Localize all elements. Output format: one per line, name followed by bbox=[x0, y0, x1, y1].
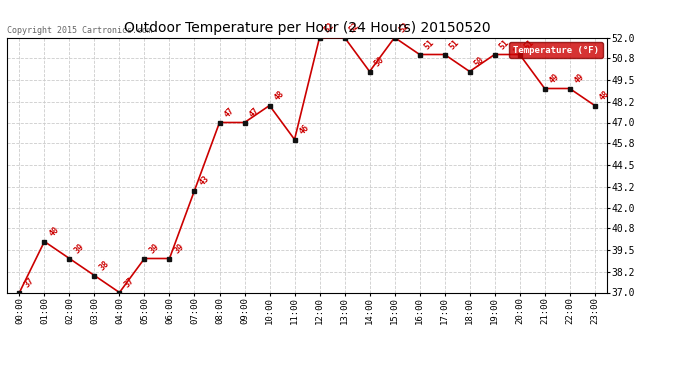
Text: 37: 37 bbox=[122, 276, 136, 290]
Text: 47: 47 bbox=[247, 106, 261, 120]
Text: 50: 50 bbox=[473, 55, 486, 69]
Text: 47: 47 bbox=[222, 106, 236, 120]
Text: 43: 43 bbox=[197, 174, 210, 188]
Text: 50: 50 bbox=[373, 55, 386, 69]
Text: 48: 48 bbox=[273, 89, 286, 103]
Text: 39: 39 bbox=[147, 242, 161, 256]
Text: 49: 49 bbox=[547, 72, 561, 86]
Text: 49: 49 bbox=[573, 72, 586, 86]
Text: 52: 52 bbox=[347, 21, 361, 35]
Text: Copyright 2015 Cartronics.com: Copyright 2015 Cartronics.com bbox=[7, 26, 152, 35]
Text: 37: 37 bbox=[22, 276, 36, 290]
Text: 40: 40 bbox=[47, 225, 61, 239]
Text: 48: 48 bbox=[598, 89, 611, 103]
Text: 38: 38 bbox=[97, 259, 110, 273]
Text: 51: 51 bbox=[447, 38, 461, 52]
Text: 46: 46 bbox=[297, 123, 310, 137]
Text: 39: 39 bbox=[72, 242, 86, 256]
Text: 51: 51 bbox=[422, 38, 436, 52]
Text: 39: 39 bbox=[172, 242, 186, 256]
Title: Outdoor Temperature per Hour (24 Hours) 20150520: Outdoor Temperature per Hour (24 Hours) … bbox=[124, 21, 491, 35]
Text: 51: 51 bbox=[497, 38, 511, 52]
Text: 52: 52 bbox=[397, 21, 411, 35]
Text: 51: 51 bbox=[522, 38, 536, 52]
Text: 52: 52 bbox=[322, 21, 336, 35]
Legend: Temperature (°F): Temperature (°F) bbox=[509, 42, 602, 58]
